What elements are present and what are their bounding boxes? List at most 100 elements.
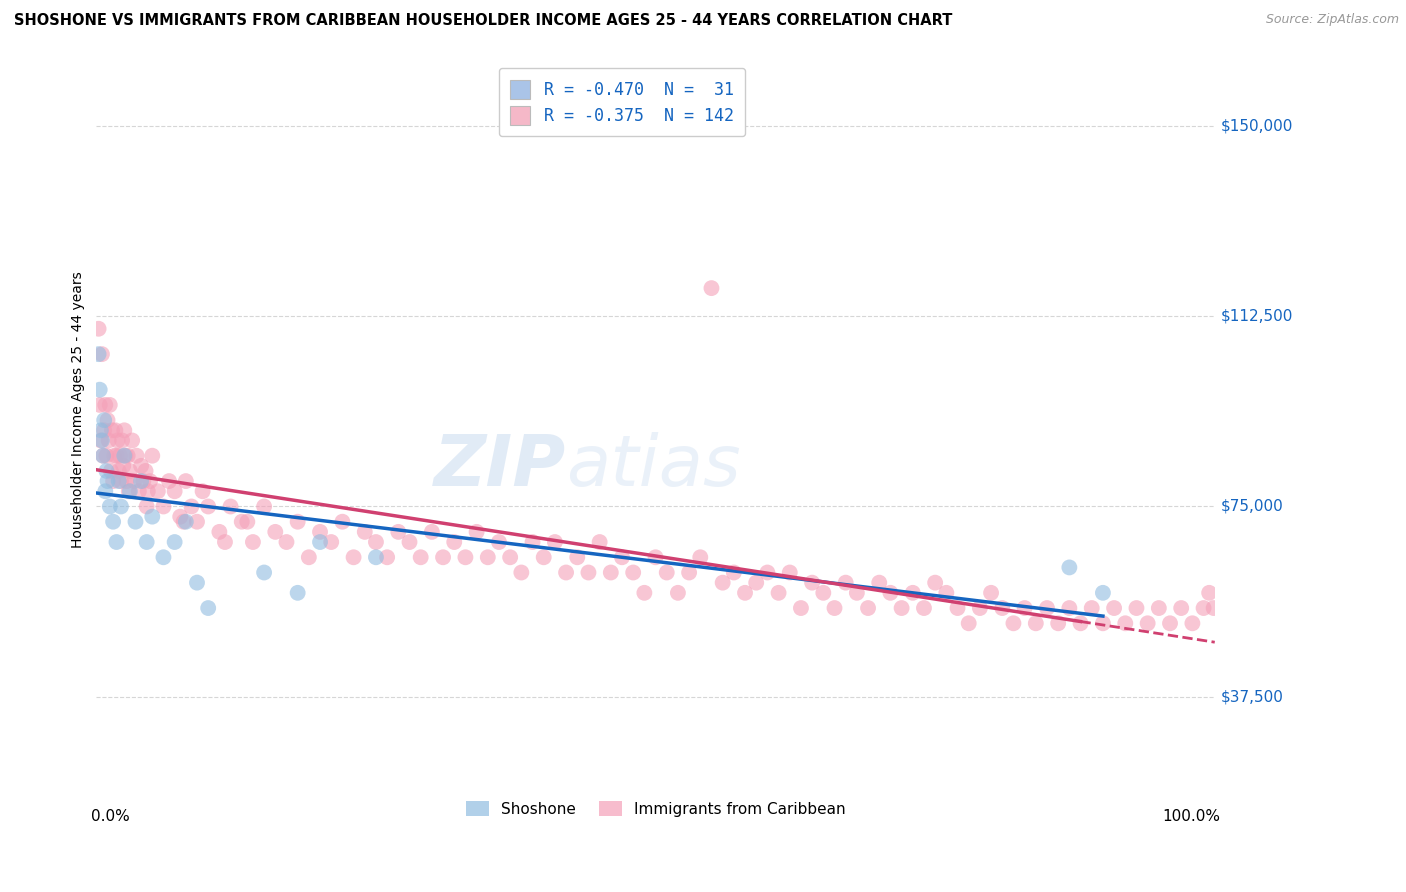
Point bbox=[298, 550, 321, 565]
Point bbox=[790, 601, 813, 615]
Point bbox=[1125, 601, 1147, 615]
Point bbox=[96, 474, 118, 488]
Point bbox=[1002, 616, 1025, 631]
Point bbox=[146, 484, 169, 499]
Point bbox=[91, 449, 114, 463]
Point bbox=[115, 474, 138, 488]
Point bbox=[112, 423, 135, 437]
Point bbox=[510, 566, 533, 580]
Point bbox=[824, 601, 846, 615]
Point bbox=[723, 566, 745, 580]
Point bbox=[1080, 601, 1102, 615]
Point bbox=[633, 586, 655, 600]
Point bbox=[97, 434, 120, 448]
Point bbox=[1070, 616, 1092, 631]
Point bbox=[567, 550, 589, 565]
Point bbox=[139, 474, 162, 488]
Point bbox=[353, 524, 375, 539]
Point bbox=[118, 484, 141, 499]
Point bbox=[125, 449, 148, 463]
Text: $150,000: $150,000 bbox=[1220, 118, 1292, 133]
Text: SHOSHONE VS IMMIGRANTS FROM CARIBBEAN HOUSEHOLDER INCOME AGES 25 - 44 YEARS CORR: SHOSHONE VS IMMIGRANTS FROM CARIBBEAN HO… bbox=[14, 13, 952, 29]
Point bbox=[197, 500, 219, 514]
Point bbox=[477, 550, 499, 565]
Point bbox=[118, 464, 141, 478]
Point bbox=[957, 616, 980, 631]
Point bbox=[173, 515, 195, 529]
Text: 100.0%: 100.0% bbox=[1163, 809, 1220, 824]
Point bbox=[96, 449, 118, 463]
Point bbox=[124, 515, 146, 529]
Point bbox=[174, 474, 197, 488]
Point bbox=[1198, 586, 1220, 600]
Point bbox=[163, 535, 186, 549]
Point bbox=[1091, 616, 1114, 631]
Point bbox=[135, 535, 157, 549]
Point bbox=[87, 322, 110, 336]
Text: 0.0%: 0.0% bbox=[91, 809, 129, 824]
Point bbox=[420, 524, 443, 539]
Point bbox=[768, 586, 790, 600]
Point bbox=[375, 550, 398, 565]
Point bbox=[332, 515, 354, 529]
Point bbox=[264, 524, 287, 539]
Point bbox=[129, 458, 152, 473]
Point bbox=[666, 586, 689, 600]
Point bbox=[901, 586, 924, 600]
Point bbox=[231, 515, 253, 529]
Point bbox=[1059, 601, 1081, 615]
Point bbox=[103, 449, 125, 463]
Point bbox=[91, 434, 114, 448]
Point bbox=[98, 398, 121, 412]
Point bbox=[1014, 601, 1036, 615]
Point bbox=[1202, 601, 1225, 615]
Text: ZIP: ZIP bbox=[434, 432, 567, 500]
Point bbox=[94, 484, 117, 499]
Point bbox=[105, 449, 128, 463]
Point bbox=[387, 524, 409, 539]
Point bbox=[186, 575, 208, 590]
Point bbox=[912, 601, 935, 615]
Point bbox=[1114, 616, 1136, 631]
Point bbox=[991, 601, 1014, 615]
Point bbox=[104, 423, 127, 437]
Point bbox=[101, 474, 124, 488]
Point bbox=[214, 535, 236, 549]
Point bbox=[756, 566, 779, 580]
Point bbox=[969, 601, 991, 615]
Point bbox=[678, 566, 700, 580]
Point bbox=[890, 601, 912, 615]
Point bbox=[409, 550, 432, 565]
Point bbox=[1136, 616, 1159, 631]
Text: $112,500: $112,500 bbox=[1220, 309, 1292, 324]
Point bbox=[868, 575, 890, 590]
Point bbox=[90, 434, 112, 448]
Point bbox=[242, 535, 264, 549]
Point bbox=[101, 515, 124, 529]
Point bbox=[105, 535, 128, 549]
Point bbox=[321, 535, 343, 549]
Point bbox=[117, 449, 139, 463]
Point bbox=[141, 509, 163, 524]
Point bbox=[287, 586, 309, 600]
Y-axis label: Householder Income Ages 25 - 44 years: Householder Income Ages 25 - 44 years bbox=[72, 272, 86, 549]
Point bbox=[186, 515, 208, 529]
Point bbox=[856, 601, 879, 615]
Point bbox=[1091, 586, 1114, 600]
Point bbox=[1147, 601, 1170, 615]
Point bbox=[488, 535, 510, 549]
Text: Source: ZipAtlas.com: Source: ZipAtlas.com bbox=[1265, 13, 1399, 27]
Point bbox=[779, 566, 801, 580]
Point bbox=[522, 535, 544, 549]
Point bbox=[734, 586, 756, 600]
Point bbox=[745, 575, 768, 590]
Point bbox=[700, 281, 723, 295]
Point bbox=[689, 550, 711, 565]
Text: atias: atias bbox=[567, 432, 741, 500]
Point bbox=[711, 575, 734, 590]
Point bbox=[1047, 616, 1070, 631]
Point bbox=[454, 550, 477, 565]
Point bbox=[588, 535, 610, 549]
Point bbox=[111, 434, 134, 448]
Point bbox=[108, 449, 131, 463]
